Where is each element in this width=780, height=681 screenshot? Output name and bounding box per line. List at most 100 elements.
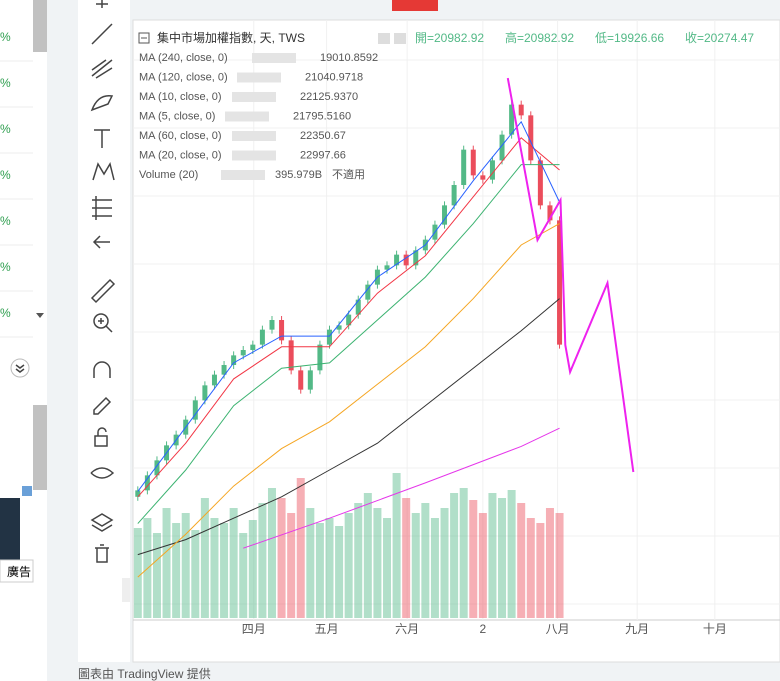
volume-bar xyxy=(152,533,161,618)
volume-bar xyxy=(469,500,478,618)
candle-body xyxy=(489,160,495,180)
indicator-buttons xyxy=(232,92,276,102)
ruler-tool[interactable] xyxy=(90,278,116,304)
indicator-name: MA (120, close, 0) xyxy=(139,71,228,83)
magnet-tool[interactable] xyxy=(93,361,111,378)
legend: MA (240, close, 0) 19010.8592 MA (120, clo… xyxy=(139,52,378,181)
volume-bar xyxy=(536,523,545,618)
volume-bar xyxy=(402,498,411,618)
scrollbar-thumb[interactable] xyxy=(33,405,47,490)
candle-body xyxy=(192,400,198,420)
trend-line-tool[interactable] xyxy=(91,23,113,45)
ad-image[interactable] xyxy=(0,498,20,560)
candle-body xyxy=(240,350,246,356)
indicator-name: MA (20, close, 0) xyxy=(139,149,222,161)
cursor-tool[interactable] xyxy=(96,0,108,8)
candle-body xyxy=(154,460,160,476)
x-tick-label: 五月 xyxy=(315,622,339,636)
indicator-buttons xyxy=(232,150,276,161)
volume-bar xyxy=(258,503,267,618)
candle-body xyxy=(557,220,563,345)
collapse-legend[interactable] xyxy=(138,32,150,44)
scrollbar-thumb[interactable] xyxy=(33,0,47,52)
volume-bar xyxy=(181,513,190,618)
volume-bar xyxy=(507,490,516,618)
settings-button[interactable] xyxy=(394,33,406,44)
layers-tool[interactable] xyxy=(90,513,114,532)
visibility-tool[interactable] xyxy=(90,467,115,479)
candle-body xyxy=(259,329,265,345)
indicator-buttons xyxy=(232,131,276,141)
zoom-tool-plus[interactable] xyxy=(98,318,113,333)
close-value: 收=20274.47 xyxy=(685,31,754,45)
change-percent: % xyxy=(0,306,11,320)
ad-icon[interactable] xyxy=(22,486,32,496)
ma-line xyxy=(137,298,560,556)
x-tick-label: 四月 xyxy=(242,622,266,636)
indicator-name: MA (60, close, 0) xyxy=(139,130,222,142)
lock-tool[interactable] xyxy=(94,435,108,447)
delete-tool[interactable] xyxy=(95,544,109,563)
volume-bar xyxy=(267,488,276,618)
candle-body xyxy=(451,185,457,206)
volume-bar xyxy=(430,518,439,618)
candle-body xyxy=(144,475,150,491)
volume-bar xyxy=(411,513,420,618)
tool-icons[interactable] xyxy=(90,0,116,563)
scroll-arrow[interactable] xyxy=(36,313,44,318)
chart-area xyxy=(132,19,780,663)
expand-icon xyxy=(15,364,25,373)
plot: 四月 五月 六月 2 八月 九月 十月 xyxy=(133,20,727,636)
indicator-value: 22125.9370 xyxy=(300,91,358,103)
pattern-tool[interactable] xyxy=(92,162,115,181)
volume-bar xyxy=(325,518,334,618)
indicator-value: 21040.9718 xyxy=(305,71,363,83)
volume-bar xyxy=(392,473,401,618)
volume-bar xyxy=(373,508,382,618)
prediction-tool[interactable] xyxy=(92,196,112,220)
candle-body xyxy=(480,175,486,180)
ma-line xyxy=(137,137,560,498)
volume-bar xyxy=(555,513,564,618)
candle-body xyxy=(307,370,313,390)
indicator-buttons xyxy=(252,53,296,63)
candle-body xyxy=(470,149,476,176)
candle-body xyxy=(509,104,515,135)
volume-bar xyxy=(287,513,296,618)
candle-body xyxy=(298,370,304,390)
indicator-buttons xyxy=(237,72,281,83)
volume-bar xyxy=(421,503,430,618)
volume-bar xyxy=(172,523,181,618)
candle-body xyxy=(365,284,371,300)
candle-body xyxy=(413,250,419,266)
candle-body xyxy=(403,254,409,266)
change-percent: % xyxy=(0,214,11,228)
fib-tool[interactable] xyxy=(91,59,113,79)
back-tool[interactable] xyxy=(92,235,110,249)
ma-line xyxy=(243,427,560,549)
volume-bar xyxy=(354,503,363,618)
text-tool[interactable] xyxy=(94,129,110,148)
indicator-value: 395.979B xyxy=(275,169,322,181)
settings-button[interactable] xyxy=(378,33,390,44)
indicator-name: MA (5, close, 0) xyxy=(139,110,215,122)
change-percent: % xyxy=(0,122,11,136)
ma-line xyxy=(137,223,560,578)
volume-bar xyxy=(478,513,487,618)
indicator-value: 19010.8592 xyxy=(320,52,378,64)
indicator-buttons xyxy=(225,111,269,122)
candle-body xyxy=(288,340,294,371)
ma-line xyxy=(137,120,560,492)
candle-body xyxy=(279,320,285,341)
indicator-value: 22350.67 xyxy=(300,130,346,142)
tab-button[interactable] xyxy=(392,0,438,11)
zoom-tool[interactable] xyxy=(93,313,109,329)
collapse-handle[interactable] xyxy=(122,578,130,602)
lock-draw-tool[interactable] xyxy=(93,396,112,415)
open-value: 開=20982.92 xyxy=(415,31,484,45)
volume-bar xyxy=(277,498,286,618)
x-tick-label: 十月 xyxy=(703,622,727,636)
brush-tool[interactable] xyxy=(90,95,114,112)
ad-box[interactable] xyxy=(0,559,34,583)
footer: 圖表由 TradingView 提供 xyxy=(78,666,211,681)
